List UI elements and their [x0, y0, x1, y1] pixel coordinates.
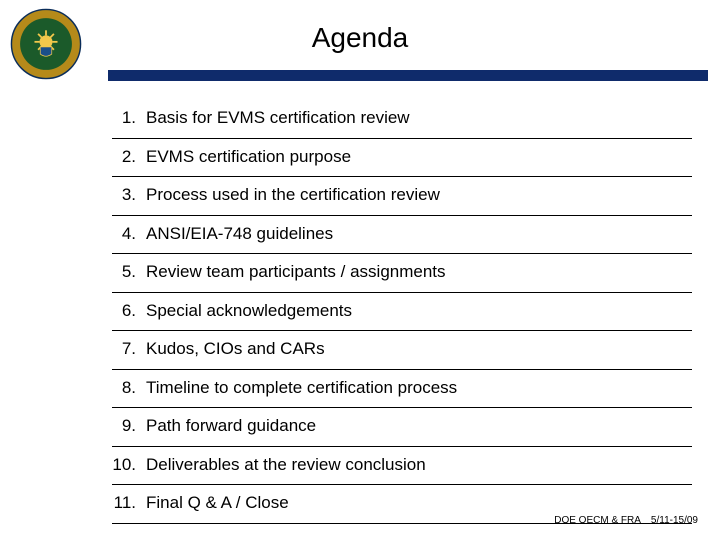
item-number: 6. — [112, 301, 146, 321]
list-item: 7.Kudos, CIOs and CARs — [112, 331, 692, 370]
footer-org: DOE OECM & FRA — [554, 515, 641, 526]
item-text: Process used in the certification review — [146, 185, 440, 205]
item-number: 1. — [112, 108, 146, 128]
item-number: 2. — [112, 147, 146, 167]
list-item: 1.Basis for EVMS certification review — [112, 100, 692, 139]
item-number: 3. — [112, 185, 146, 205]
item-text: Kudos, CIOs and CARs — [146, 339, 325, 359]
agenda-list: 1.Basis for EVMS certification review 2.… — [112, 100, 692, 524]
title-rule — [108, 70, 708, 81]
item-text: Basis for EVMS certification review — [146, 108, 410, 128]
slide: Agenda 1.Basis for EVMS certification re… — [0, 0, 720, 540]
footer: DOE OECM & FRA 5/11-15/09 — [554, 515, 698, 526]
list-item: 10.Deliverables at the review conclusion — [112, 447, 692, 486]
list-item: 3.Process used in the certification revi… — [112, 177, 692, 216]
item-text: Deliverables at the review conclusion — [146, 455, 426, 475]
item-text: Special acknowledgements — [146, 301, 352, 321]
footer-date: 5/11-15/09 — [651, 515, 698, 526]
item-number: 10. — [112, 455, 146, 475]
list-item: 2.EVMS certification purpose — [112, 139, 692, 178]
item-number: 9. — [112, 416, 146, 436]
item-number: 11. — [112, 493, 146, 513]
item-text: Timeline to complete certification proce… — [146, 378, 457, 398]
list-item: 4.ANSI/EIA-748 guidelines — [112, 216, 692, 255]
item-text: ANSI/EIA-748 guidelines — [146, 224, 333, 244]
item-number: 4. — [112, 224, 146, 244]
item-number: 5. — [112, 262, 146, 282]
slide-title: Agenda — [0, 22, 720, 54]
list-item: 6.Special acknowledgements — [112, 293, 692, 332]
item-text: EVMS certification purpose — [146, 147, 351, 167]
list-item: 9.Path forward guidance — [112, 408, 692, 447]
item-number: 8. — [112, 378, 146, 398]
list-item: 8.Timeline to complete certification pro… — [112, 370, 692, 409]
item-number: 7. — [112, 339, 146, 359]
item-text: Final Q & A / Close — [146, 493, 289, 513]
item-text: Path forward guidance — [146, 416, 316, 436]
item-text: Review team participants / assignments — [146, 262, 446, 282]
list-item: 5.Review team participants / assignments — [112, 254, 692, 293]
